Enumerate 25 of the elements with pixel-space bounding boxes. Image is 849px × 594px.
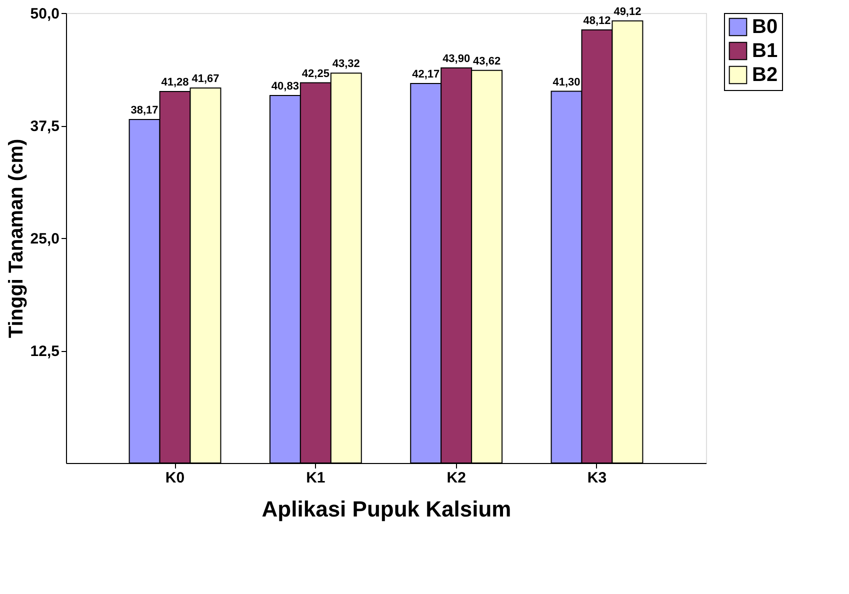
data-label: 43,90	[442, 52, 470, 65]
x-axis-title: Aplikasi Pupuk Kalsium	[262, 496, 512, 522]
legend-label: B1	[752, 40, 778, 62]
data-label: 42,25	[302, 68, 330, 80]
data-label: 43,62	[473, 55, 501, 68]
data-label: 38,17	[130, 104, 158, 116]
y-tick-label: 25,0	[30, 230, 60, 248]
x-tick-label: K0	[165, 470, 185, 486]
legend-label: B0	[752, 16, 778, 38]
x-tick-label: K3	[587, 470, 607, 486]
y-tick-label: 12,5	[30, 343, 60, 360]
x-tick-label: K1	[306, 470, 326, 486]
y-axis-title: Tinggi Tanaman (cm)	[5, 138, 28, 338]
y-tick-label: 50,0	[30, 6, 60, 22]
data-label: 48,12	[583, 14, 611, 27]
data-label: 49,12	[614, 6, 642, 18]
data-label: 42,17	[412, 68, 440, 80]
y-tick-label: 37,5	[30, 118, 60, 135]
data-label: 40,83	[271, 80, 299, 93]
data-label: 43,32	[332, 58, 360, 70]
data-label: 41,30	[552, 76, 580, 88]
data-label: 41,28	[161, 76, 189, 88]
legend-label: B2	[752, 64, 778, 86]
x-tick-label: K2	[446, 470, 466, 486]
data-label: 41,67	[192, 72, 220, 85]
